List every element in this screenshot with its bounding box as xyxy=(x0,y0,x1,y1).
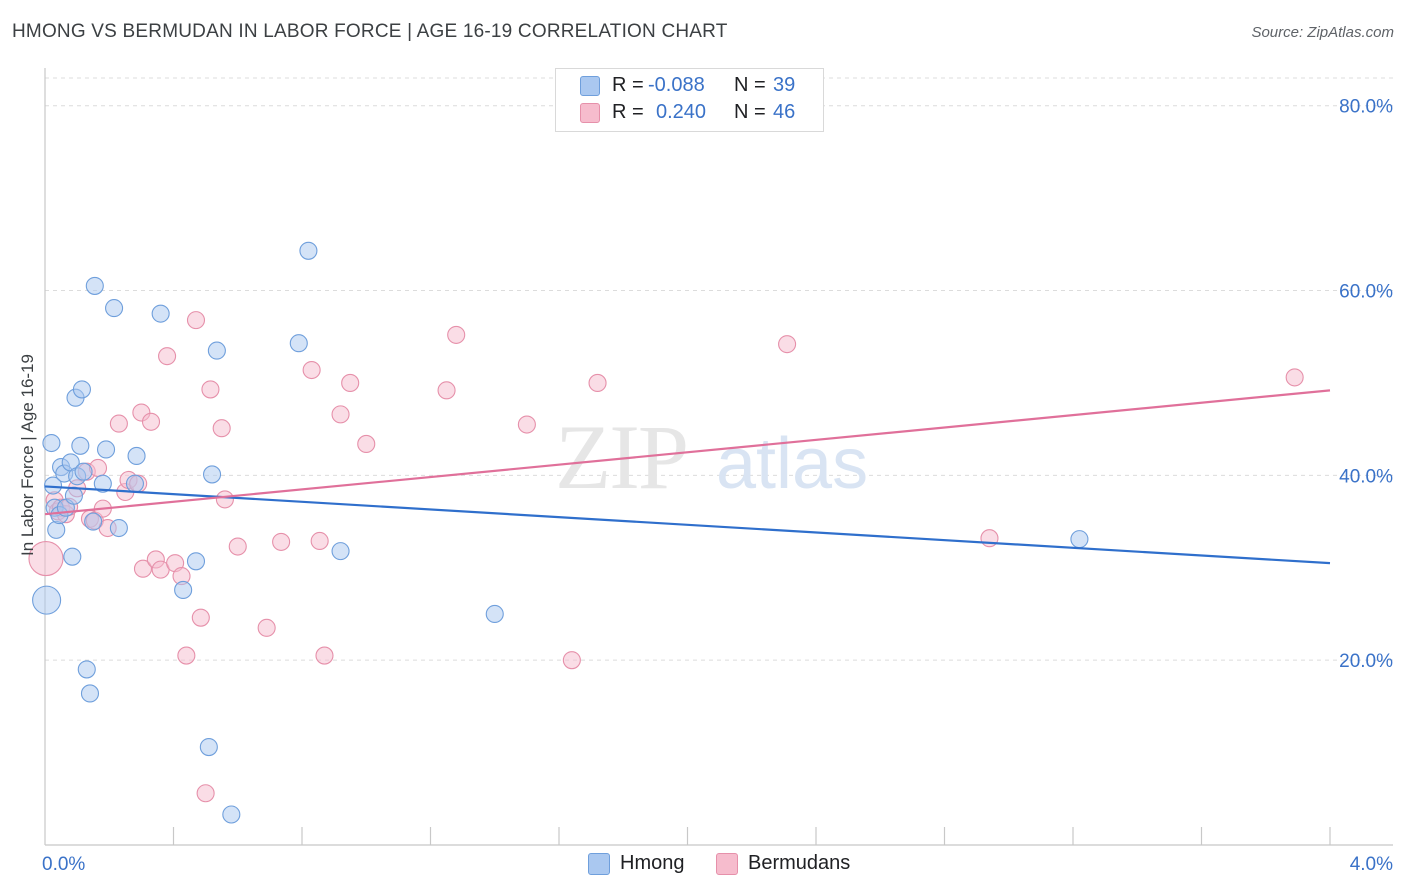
legend-n-label: N = xyxy=(734,101,766,123)
legend-r-value: -0.088 xyxy=(648,74,705,96)
hmong-point xyxy=(485,604,504,624)
hmong-point xyxy=(43,476,63,495)
y-tick-label: 60.0% xyxy=(1339,282,1393,303)
x-tick-label: 0.0% xyxy=(42,854,85,875)
bermudans-point xyxy=(28,540,64,577)
bermudans-swatch xyxy=(580,103,600,123)
hmong-point xyxy=(96,440,116,459)
hmong-swatch xyxy=(588,853,610,875)
hmong-point xyxy=(207,341,226,360)
bermudans-point xyxy=(357,434,376,453)
bermudans-point xyxy=(272,532,291,551)
y-tick-label: 40.0% xyxy=(1339,466,1393,487)
hmong-point xyxy=(203,465,222,484)
hmong-point xyxy=(299,241,318,260)
grid-lines xyxy=(45,77,1393,661)
legend-r-label: R = xyxy=(612,101,644,123)
hmong-point xyxy=(77,660,96,679)
hmong-point xyxy=(80,684,100,703)
hmong-point xyxy=(331,542,350,561)
bermudans-point xyxy=(331,405,350,424)
hmong-point xyxy=(174,580,193,599)
bermudans-point xyxy=(186,311,206,330)
bermudans-point xyxy=(177,646,196,665)
hmong-point xyxy=(186,552,206,571)
hmong-point xyxy=(222,805,241,824)
hmong-point xyxy=(109,518,128,538)
watermark-zip: ZIP xyxy=(555,406,687,508)
x-tick-label: 4.0% xyxy=(1350,854,1393,875)
hmong-point xyxy=(71,436,90,455)
hmong-point xyxy=(125,474,144,493)
hmong-point xyxy=(64,486,83,505)
hmong-point xyxy=(199,737,218,757)
bottom-legend-label: Hmong xyxy=(620,852,685,874)
watermark: ZIP atlas xyxy=(555,406,868,508)
hmong-point xyxy=(127,446,146,466)
y-axis-label: In Labor Force | Age 16-19 xyxy=(18,354,37,556)
legend-n-value: 46 xyxy=(773,101,796,123)
hmong-point xyxy=(47,520,66,539)
hmong-point xyxy=(1070,530,1089,549)
bermudans-point xyxy=(1285,368,1304,387)
bermudans-point xyxy=(196,784,215,803)
bermudans-point xyxy=(341,373,360,393)
chart-title: HMONG VS BERMUDAN IN LABOR FORCE | AGE 1… xyxy=(12,21,728,42)
bermudans-swatch xyxy=(716,853,738,875)
bermudans-point xyxy=(109,414,128,433)
bermudans-point xyxy=(191,608,210,627)
correlation-legend: R = -0.088 N = 39 R = 0.240 N = 46 xyxy=(555,68,824,132)
y-tick-label: 80.0% xyxy=(1339,97,1393,118)
axes xyxy=(44,68,1393,846)
bermudans-point xyxy=(133,559,153,578)
hmong-trend-line xyxy=(44,485,1331,565)
hmong-point xyxy=(42,433,61,453)
hmong-point xyxy=(32,585,62,615)
hmong-point xyxy=(85,276,104,295)
legend-r-value: 0.240 xyxy=(656,101,707,123)
bermudans-point xyxy=(315,646,334,665)
source-credit: Source: ZipAtlas.com xyxy=(1251,24,1394,41)
tick-labels: 20.0% 40.0% 60.0% 80.0% 0.0% 4.0% xyxy=(42,97,1393,875)
legend-n-value: 39 xyxy=(773,74,796,96)
bermudans-point xyxy=(310,531,329,551)
bermudans-point xyxy=(215,490,234,509)
bermudans-point xyxy=(212,419,231,438)
bermudans-point xyxy=(158,347,177,366)
hmong-point xyxy=(74,462,93,481)
y-tick-label: 20.0% xyxy=(1339,651,1393,672)
bermudans-point xyxy=(302,360,321,380)
hmong-point xyxy=(63,547,82,566)
hmong-swatch xyxy=(580,76,600,96)
hmong-point xyxy=(105,299,124,318)
hmong-point xyxy=(289,334,308,353)
bermudans-trend-line xyxy=(44,389,1331,516)
bermudans-point xyxy=(562,651,581,670)
legend-n-label: N = xyxy=(734,74,766,96)
bermudans-point xyxy=(201,380,220,399)
legend-r-label: R = xyxy=(612,74,644,96)
hmong-point xyxy=(84,512,103,531)
hmong-point xyxy=(72,380,91,399)
data-points xyxy=(28,241,1304,824)
bermudans-point xyxy=(517,415,536,434)
trend-lines xyxy=(44,389,1331,565)
bermudans-point xyxy=(257,618,276,637)
bermudans-point xyxy=(588,373,607,393)
hmong-point xyxy=(151,304,170,323)
hmong-point xyxy=(93,474,112,493)
bermudans-point xyxy=(778,335,797,354)
bermudans-point xyxy=(141,412,161,431)
bottom-legend-label: Bermudans xyxy=(748,852,851,874)
bermudans-point xyxy=(437,381,456,400)
bermudans-point xyxy=(447,325,466,344)
bermudans-point xyxy=(228,537,247,556)
